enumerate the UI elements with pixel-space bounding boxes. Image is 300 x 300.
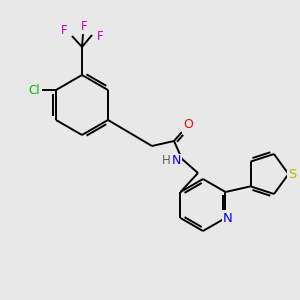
Text: F: F (97, 31, 103, 44)
Text: H: H (162, 154, 170, 167)
Text: S: S (288, 167, 297, 181)
Text: N: N (171, 154, 181, 167)
Text: O: O (183, 118, 193, 131)
Text: N: N (223, 212, 232, 224)
Text: F: F (81, 20, 87, 34)
Text: F: F (61, 25, 67, 38)
Text: Cl: Cl (28, 83, 40, 97)
